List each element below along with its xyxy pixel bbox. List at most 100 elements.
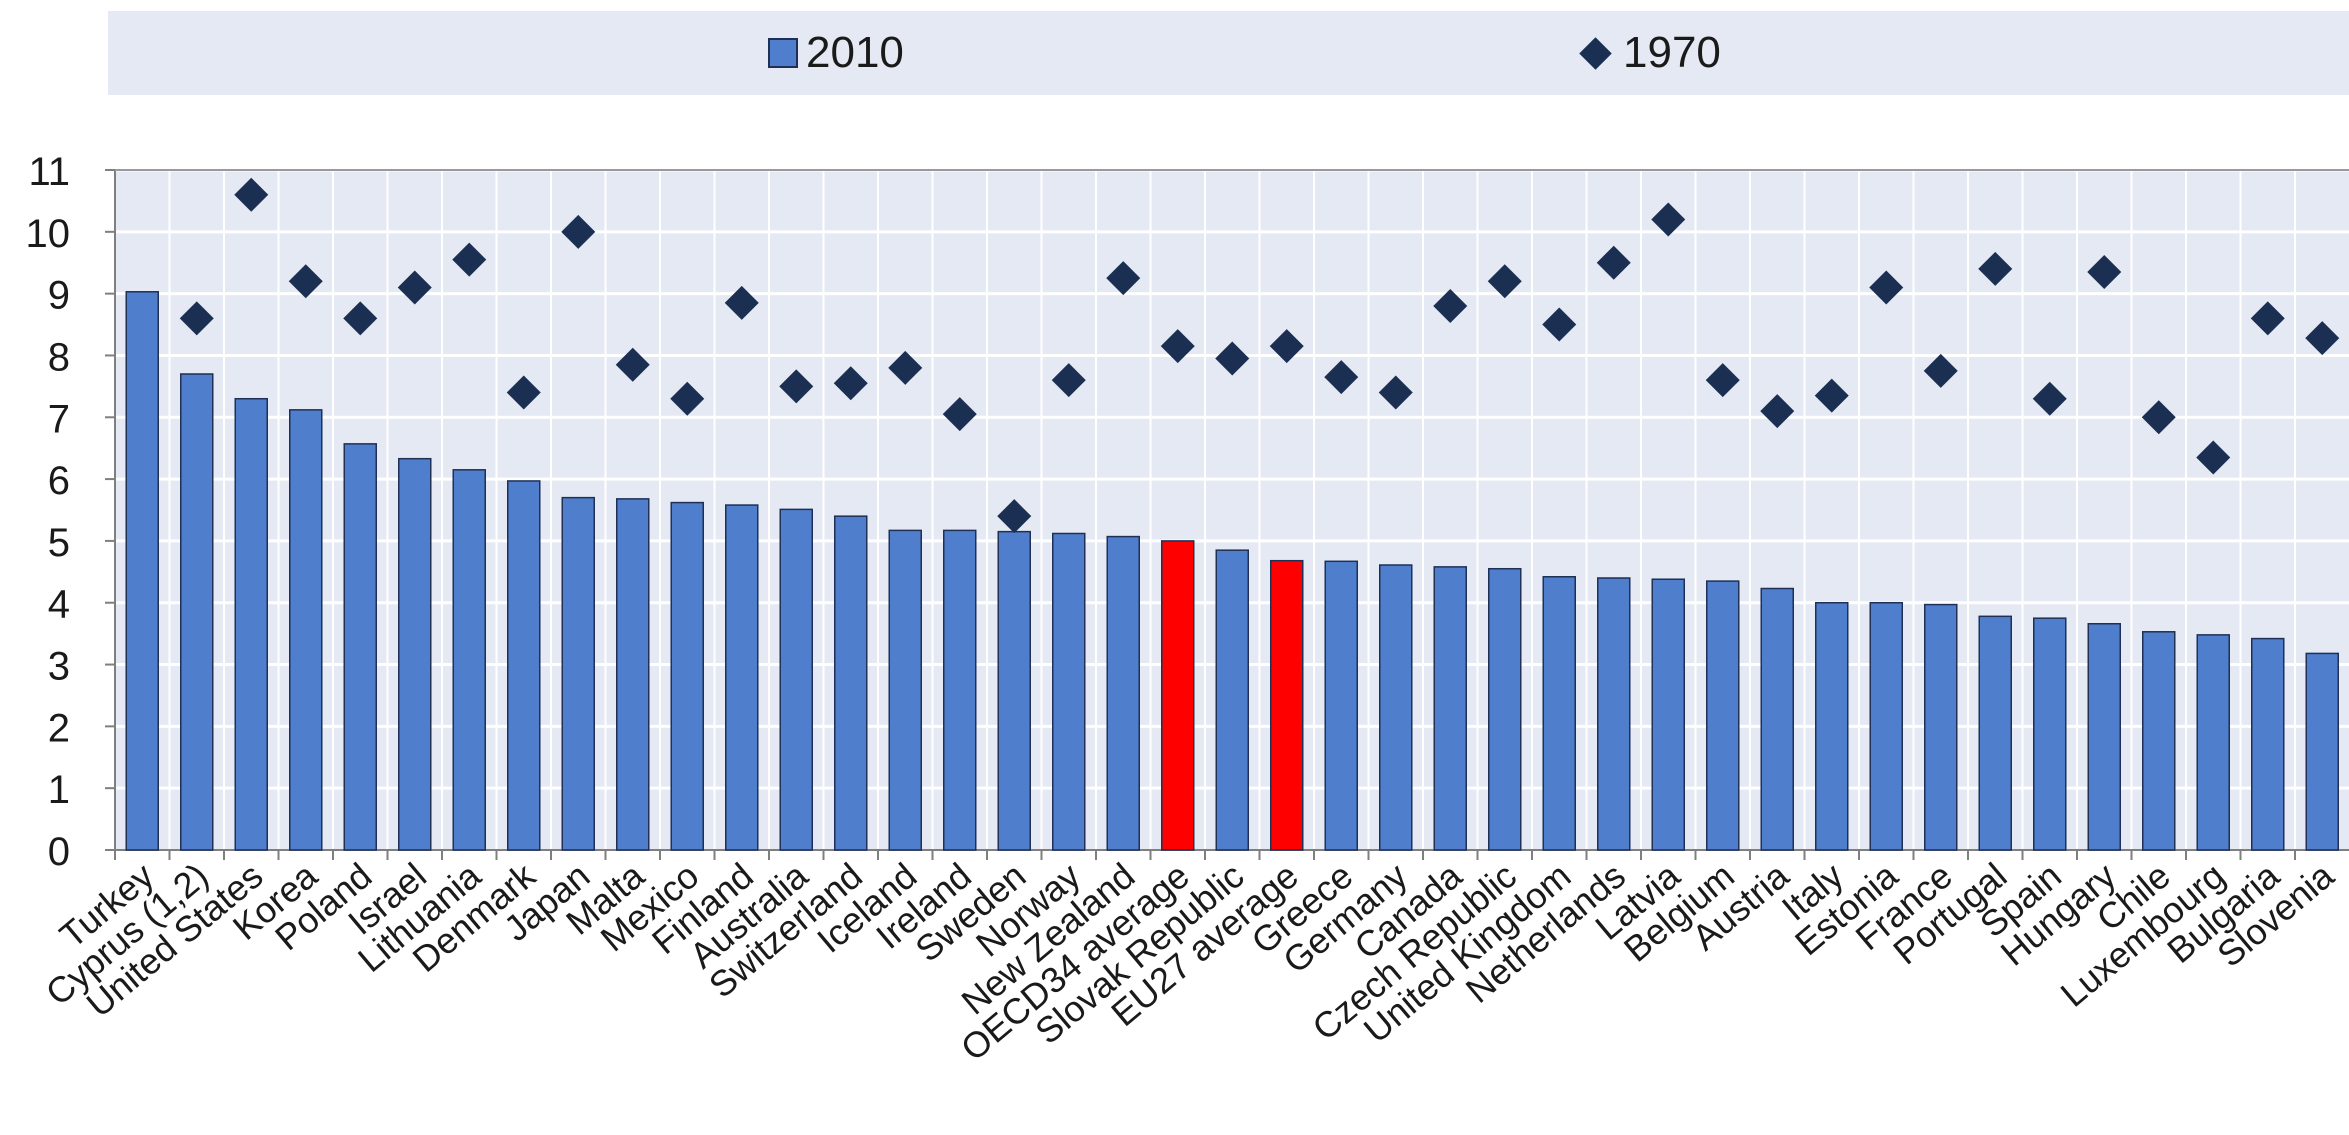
diamond-iceland	[888, 350, 923, 385]
bar-korea	[289, 409, 323, 851]
bar-norway	[1052, 532, 1086, 851]
y-tick-label: 11	[28, 150, 70, 194]
bar-australia	[779, 508, 813, 851]
y-tick-label: 9	[48, 274, 70, 318]
bar-oecd34-average	[1161, 540, 1195, 851]
bar-slovak-republic	[1215, 549, 1249, 851]
bar-ireland	[943, 529, 977, 851]
bar-portugal	[1978, 615, 2012, 851]
diamond-netherlands	[1596, 245, 1631, 280]
bar-netherlands	[1597, 577, 1631, 851]
legend-bar-swatch	[768, 38, 798, 68]
diamond-malta	[615, 347, 650, 382]
y-tick-label: 1	[48, 768, 70, 812]
diamond-canada	[1433, 289, 1468, 323]
diamond-spain	[2032, 381, 2067, 416]
diamond-new-zealand	[1106, 261, 1141, 296]
diamond-luxembourg	[2196, 440, 2231, 475]
bar-bulgaria	[2251, 637, 2285, 851]
diamond-ireland	[942, 397, 977, 432]
bar-poland	[343, 443, 377, 851]
diamond-hungary	[2087, 255, 2122, 289]
bar-canada	[1433, 566, 1467, 851]
y-tick-label: 5	[48, 521, 70, 565]
diamond-israel	[397, 270, 432, 305]
y-tick-label: 3	[48, 645, 70, 689]
y-tick-label: 2	[48, 706, 70, 750]
y-tick-label: 0	[48, 830, 70, 874]
diamond-austria	[1760, 394, 1795, 429]
diamond-denmark	[506, 375, 541, 410]
bar-germany	[1379, 564, 1413, 851]
diamond-united-kingdom	[1542, 307, 1577, 342]
bar-italy	[1815, 601, 1849, 851]
bar-latvia	[1651, 578, 1685, 851]
bar-cyprus-1-2-	[180, 373, 214, 851]
diamond-poland	[343, 301, 378, 336]
diamond-greece	[1324, 360, 1359, 395]
diamond-lithuania	[452, 242, 487, 277]
diamond-korea	[288, 264, 323, 299]
bar-france	[1924, 603, 1958, 851]
y-tick-label: 4	[48, 583, 70, 627]
diamond-mexico	[670, 381, 705, 416]
y-tick-label: 8	[48, 335, 70, 379]
bar-lithuania	[452, 469, 486, 851]
diamond-chile	[2141, 400, 2176, 435]
bar-austria	[1760, 587, 1794, 851]
diamond-estonia	[1869, 270, 1904, 305]
y-tick-label: 10	[26, 212, 71, 256]
bar-estonia	[1869, 601, 1903, 851]
bar-hungary	[2087, 622, 2121, 851]
diamond-norway	[1051, 363, 1086, 398]
diamond-portugal	[1978, 251, 2013, 286]
diamond-oecd34-average	[1160, 329, 1195, 364]
bar-mexico	[670, 501, 704, 851]
diamond-cyprus-1-2-	[179, 301, 214, 336]
bar-slovenia	[2305, 652, 2339, 851]
diamond-sweden	[997, 499, 1032, 534]
bar-japan	[561, 496, 595, 851]
diamond-belgium	[1705, 363, 1740, 398]
y-tick-label: 7	[48, 397, 70, 441]
diamond-germany	[1378, 375, 1413, 410]
bar-switzerland	[834, 515, 868, 851]
bar-eu27-average	[1270, 559, 1304, 851]
bar-chile	[2142, 631, 2176, 851]
diamond-eu27-average	[1269, 329, 1304, 364]
diamond-australia	[779, 369, 814, 404]
diamond-italy	[1814, 378, 1849, 413]
diamond-slovenia	[2305, 321, 2340, 356]
legend-label-1970: 1970	[1623, 28, 1721, 77]
bar-luxembourg	[2196, 634, 2230, 851]
bar-turkey	[125, 291, 159, 851]
legend-label-2010: 2010	[806, 28, 904, 77]
diamond-latvia	[1651, 202, 1686, 237]
diamond-united-states	[234, 177, 269, 212]
bar-denmark	[507, 480, 541, 851]
bar-israel	[398, 457, 432, 851]
diamond-switzerland	[833, 366, 868, 401]
bar-malta	[616, 498, 650, 851]
legend-item-2010: 2010	[768, 11, 904, 95]
bar-united-kingdom	[1542, 576, 1576, 851]
legend: 2010 1970	[108, 11, 2349, 95]
bar-finland	[725, 504, 759, 851]
diamond-finland	[724, 285, 759, 320]
bar-greece	[1324, 560, 1358, 851]
bar-sweden	[997, 530, 1031, 851]
diamond-france	[1923, 353, 1958, 388]
y-tick-label: 6	[48, 459, 70, 503]
legend-item-1970: 1970	[1578, 11, 1721, 95]
bar-iceland	[888, 529, 922, 851]
bar-united-states	[234, 397, 268, 851]
diamond-japan	[561, 214, 596, 249]
bar-belgium	[1706, 580, 1740, 851]
diamond-slovak-republic	[1215, 341, 1250, 376]
bar-new-zealand	[1106, 535, 1140, 851]
diamond-czech-republic	[1487, 264, 1522, 299]
bar-spain	[2033, 617, 2067, 851]
bar-czech-republic	[1488, 567, 1522, 851]
diamond-bulgaria	[2250, 301, 2285, 336]
